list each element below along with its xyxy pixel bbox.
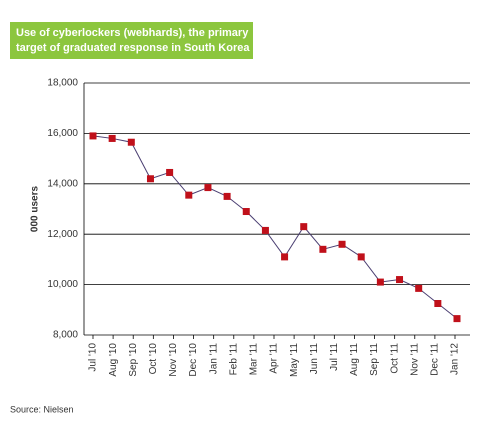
y-tick-label: 16,000 bbox=[47, 128, 78, 139]
y-tick-label: 8,000 bbox=[53, 330, 78, 341]
x-tick-label: Jun '11 bbox=[309, 343, 320, 375]
data-point bbox=[415, 284, 423, 292]
x-tick-label: Dec '10 bbox=[188, 343, 199, 377]
series-line bbox=[92, 135, 458, 320]
y-axis-label: 000 users bbox=[30, 185, 41, 232]
data-point bbox=[319, 245, 327, 253]
x-tick-label: May '11 bbox=[289, 343, 300, 377]
data-point bbox=[453, 315, 461, 323]
chart-title: target of graduated response in South Ko… bbox=[16, 42, 250, 54]
data-point bbox=[338, 240, 346, 248]
data-point bbox=[223, 192, 231, 200]
data-point bbox=[261, 226, 269, 234]
x-tick-label: Sep '10 bbox=[128, 343, 139, 377]
data-point bbox=[242, 208, 250, 216]
data-point bbox=[281, 253, 289, 261]
data-point bbox=[434, 300, 442, 307]
chart-title: Use of cyberlockers (webhards), the prim… bbox=[16, 27, 249, 39]
data-point bbox=[204, 184, 212, 192]
data-point bbox=[357, 253, 365, 261]
data-point bbox=[300, 223, 308, 231]
data-point bbox=[89, 132, 97, 140]
y-tick-label: 18,000 bbox=[47, 78, 78, 89]
x-tick-label: Apr '11 bbox=[269, 343, 280, 374]
x-tick-label: Nov '10 bbox=[168, 343, 179, 377]
x-tick-label: Oct '11 bbox=[389, 343, 400, 374]
x-tick-label: Nov '11 bbox=[409, 343, 420, 376]
x-tick-label: Dec '11 bbox=[430, 343, 441, 376]
title-box bbox=[10, 22, 253, 59]
data-point bbox=[166, 168, 174, 176]
data-point bbox=[376, 278, 384, 286]
x-tick-label: Jan '12 bbox=[450, 343, 461, 375]
y-tick-label: 10,000 bbox=[47, 279, 78, 290]
x-tick-label: Jul '10 bbox=[88, 343, 99, 372]
x-tick-label: Aug '11 bbox=[349, 343, 360, 376]
data-point bbox=[108, 134, 116, 142]
x-tick-label: Aug '10 bbox=[108, 343, 119, 377]
data-point bbox=[396, 276, 404, 284]
data-point bbox=[127, 138, 135, 146]
x-tick-label: Oct '10 bbox=[148, 343, 159, 375]
data-point bbox=[185, 191, 193, 199]
x-tick-label: Feb '11 bbox=[228, 343, 239, 376]
data-point bbox=[146, 175, 154, 183]
x-tick-label: Jan '11 bbox=[208, 343, 219, 375]
y-tick-label: 12,000 bbox=[47, 229, 78, 240]
y-tick-label: 14,000 bbox=[47, 178, 78, 189]
x-tick-label: Sep '11 bbox=[369, 343, 380, 376]
x-tick-label: Mar '11 bbox=[249, 343, 260, 376]
source: Source: Nielsen bbox=[10, 404, 74, 414]
x-tick-label: Jul '11 bbox=[329, 343, 340, 371]
